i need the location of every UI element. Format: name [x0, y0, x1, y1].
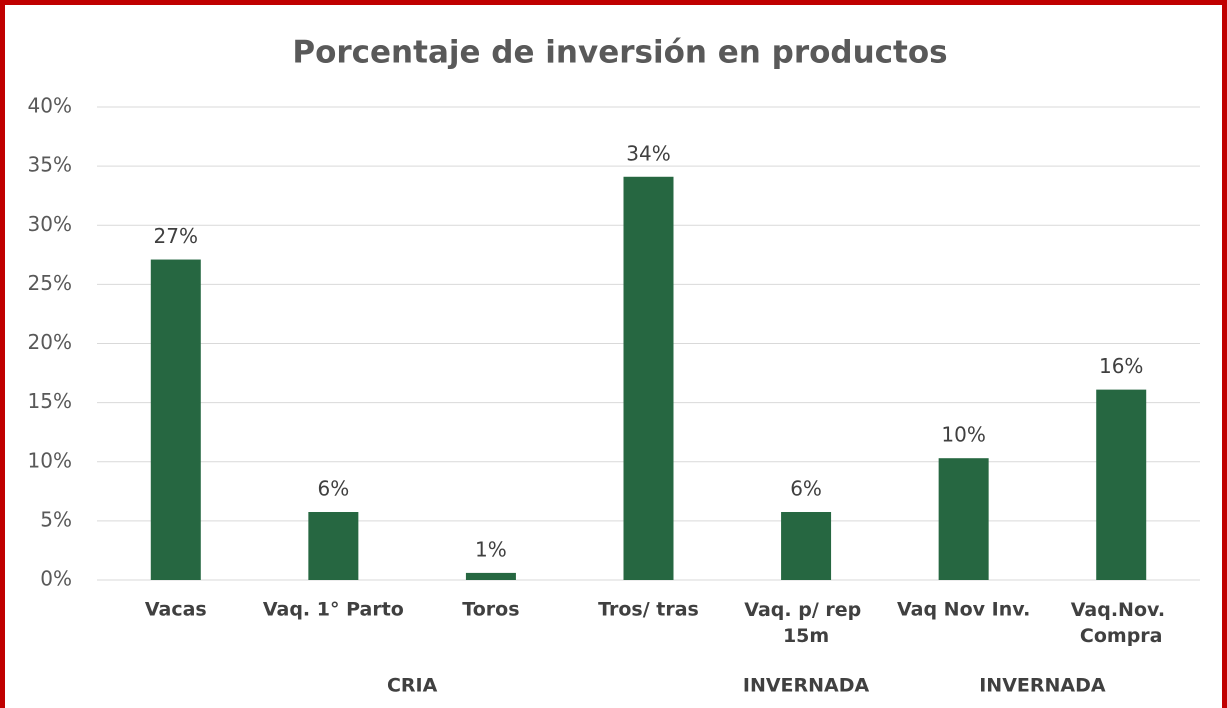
y-tick-label: 35%	[28, 153, 72, 177]
label-line: 15m	[783, 625, 829, 647]
bar	[150, 259, 201, 580]
x-tick-label: Toros	[462, 599, 519, 621]
y-tick-label: 0%	[40, 567, 72, 591]
x-tick-label: Vaq.Nov. Compra	[1071, 599, 1172, 647]
group-label: INVERNADA	[979, 675, 1106, 697]
y-tick-label: 30%	[28, 212, 72, 236]
data-label: 34%	[626, 141, 670, 165]
bar	[1096, 389, 1147, 580]
x-tick-label: Vaq. 1° Parto	[263, 599, 404, 621]
y-tick-label: 20%	[28, 330, 72, 354]
y-tick-label: 15%	[28, 389, 72, 413]
data-label: 1%	[475, 537, 507, 561]
data-label: 6%	[790, 477, 822, 501]
x-tick-label: Vaq. p/ rep 15m	[744, 599, 868, 647]
y-tick-label: 40%	[28, 94, 72, 118]
bar	[781, 512, 832, 580]
x-tick-label: Tros/ tras	[598, 599, 699, 621]
bar	[308, 512, 359, 580]
data-label: 27%	[154, 224, 198, 248]
label-line: Vaq.Nov.	[1071, 599, 1172, 621]
group-label: CRIA	[387, 675, 438, 697]
chart-title: Porcentaje de inversión en productos	[292, 35, 947, 71]
label-line: Vaq. p/ rep	[744, 599, 868, 621]
x-tick-label: Vacas	[145, 599, 207, 621]
group-label: INVERNADA	[743, 675, 870, 697]
y-tick-label: 10%	[28, 448, 72, 472]
bar	[465, 572, 516, 580]
y-tick-label: 25%	[28, 271, 72, 295]
x-tick-label: Vaq Nov Inv.	[897, 599, 1030, 621]
data-label: 16%	[1099, 354, 1143, 378]
label-line: Compra	[1080, 625, 1163, 647]
bar	[938, 458, 989, 580]
data-label: 6%	[317, 477, 349, 501]
y-tick-label: 5%	[40, 507, 72, 531]
data-label: 10%	[941, 423, 985, 447]
bar	[623, 176, 674, 580]
